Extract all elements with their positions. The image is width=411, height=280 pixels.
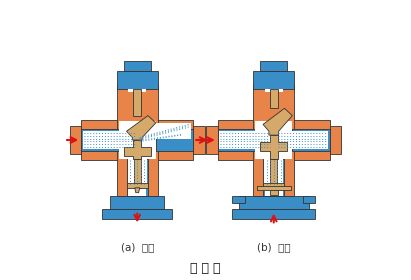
Polygon shape bbox=[81, 129, 119, 151]
Polygon shape bbox=[292, 129, 330, 151]
Polygon shape bbox=[239, 196, 309, 209]
Polygon shape bbox=[232, 209, 315, 219]
Polygon shape bbox=[255, 122, 292, 158]
Polygon shape bbox=[119, 122, 156, 158]
Polygon shape bbox=[218, 129, 255, 151]
Polygon shape bbox=[253, 71, 294, 89]
Polygon shape bbox=[232, 196, 245, 203]
Polygon shape bbox=[127, 183, 148, 188]
Polygon shape bbox=[270, 89, 278, 108]
Polygon shape bbox=[137, 123, 191, 139]
Polygon shape bbox=[260, 196, 287, 207]
Polygon shape bbox=[260, 61, 287, 71]
Polygon shape bbox=[330, 126, 341, 154]
Polygon shape bbox=[218, 120, 330, 160]
Polygon shape bbox=[133, 89, 141, 116]
Polygon shape bbox=[127, 158, 148, 196]
Polygon shape bbox=[81, 120, 193, 160]
Polygon shape bbox=[129, 89, 146, 92]
Polygon shape bbox=[193, 126, 205, 154]
Polygon shape bbox=[134, 158, 141, 188]
Polygon shape bbox=[117, 84, 158, 196]
Polygon shape bbox=[263, 158, 284, 196]
Polygon shape bbox=[129, 188, 146, 196]
Polygon shape bbox=[257, 186, 291, 190]
Polygon shape bbox=[102, 209, 172, 219]
Polygon shape bbox=[303, 196, 315, 203]
Polygon shape bbox=[265, 158, 283, 188]
Polygon shape bbox=[124, 140, 151, 158]
Polygon shape bbox=[117, 71, 158, 89]
Polygon shape bbox=[70, 126, 81, 154]
Polygon shape bbox=[270, 190, 278, 195]
Polygon shape bbox=[124, 196, 151, 207]
Text: 三 通 阀: 三 通 阀 bbox=[190, 262, 221, 275]
Polygon shape bbox=[206, 126, 218, 154]
Text: (b)  合流: (b) 合流 bbox=[257, 242, 291, 252]
Polygon shape bbox=[263, 183, 284, 188]
Polygon shape bbox=[270, 158, 277, 188]
Polygon shape bbox=[265, 89, 282, 92]
Polygon shape bbox=[253, 84, 294, 196]
Polygon shape bbox=[263, 108, 292, 135]
Polygon shape bbox=[128, 158, 146, 188]
Polygon shape bbox=[265, 188, 282, 196]
Polygon shape bbox=[135, 188, 140, 193]
Polygon shape bbox=[260, 135, 287, 158]
Polygon shape bbox=[124, 61, 151, 71]
Text: (a)  分流: (a) 分流 bbox=[120, 242, 154, 252]
Polygon shape bbox=[127, 116, 156, 140]
Polygon shape bbox=[219, 131, 271, 149]
Polygon shape bbox=[83, 131, 137, 149]
Polygon shape bbox=[111, 196, 164, 209]
Polygon shape bbox=[156, 129, 193, 151]
Polygon shape bbox=[276, 131, 328, 149]
